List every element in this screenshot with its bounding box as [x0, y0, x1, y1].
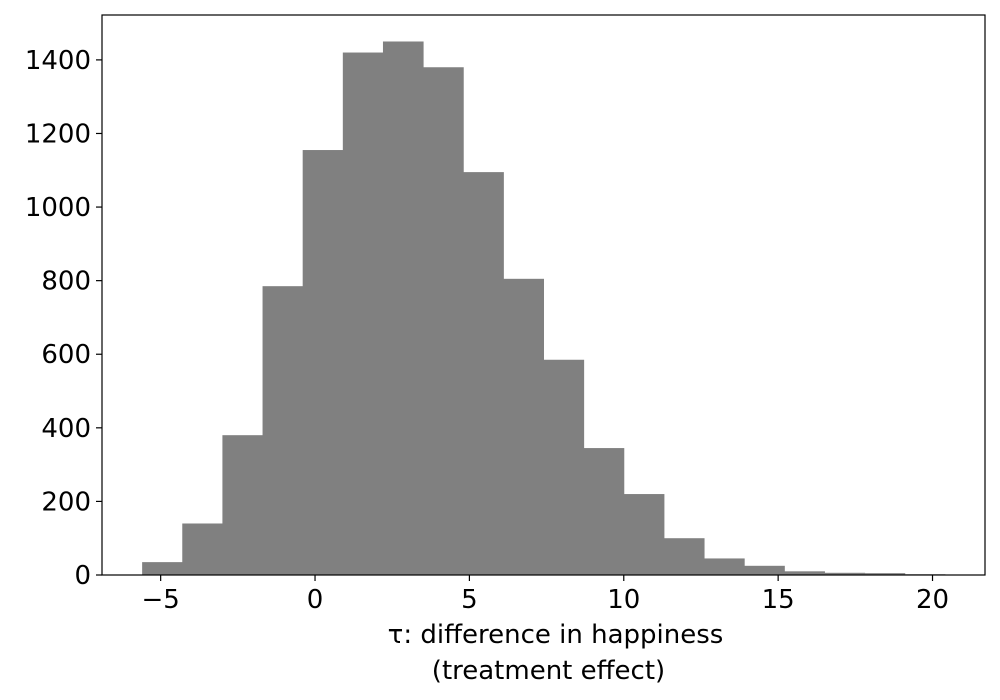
x-axis-label-line1: τ: difference in happiness: [388, 620, 724, 650]
histogram-bar: [342, 52, 384, 576]
x-tick-label: −5: [141, 585, 179, 615]
histogram-bar: [824, 572, 866, 575]
histogram-bar: [262, 286, 304, 575]
histogram-bar: [503, 278, 544, 575]
x-tick-label: 5: [461, 585, 478, 615]
x-axis-ticks: −5 0 5 10 15 20: [141, 575, 949, 615]
histogram-bar: [543, 359, 585, 575]
histogram-bar: [423, 67, 464, 575]
y-tick-label: 1400: [25, 46, 91, 76]
histogram-bars: [142, 41, 946, 576]
y-tick-label: 800: [41, 267, 91, 297]
y-tick-label: 0: [74, 561, 91, 591]
x-tick-label: 20: [916, 585, 949, 615]
histogram-bar: [864, 573, 906, 575]
y-tick-label: 1000: [25, 193, 91, 223]
y-tick-label: 600: [41, 340, 91, 370]
histogram-bar: [142, 562, 183, 575]
x-tick-label: 10: [607, 585, 640, 615]
histogram-bar: [623, 494, 665, 575]
y-tick-label: 400: [41, 414, 91, 444]
y-axis-ticks: 0 200 400 600 800 1000 1200 1400: [25, 46, 102, 591]
histogram-bar: [663, 538, 705, 575]
histogram-bar: [182, 523, 223, 575]
histogram-bar: [583, 448, 625, 575]
x-tick-label: 15: [762, 585, 795, 615]
y-tick-label: 200: [41, 487, 91, 517]
histogram-bar: [382, 41, 424, 576]
x-tick-label: 0: [307, 585, 324, 615]
histogram-bar: [463, 172, 504, 575]
x-axis-label-line2: (treatment effect): [432, 656, 665, 686]
histogram-bar: [704, 558, 745, 575]
histogram-bar: [744, 565, 785, 575]
histogram-bar: [222, 435, 264, 575]
plot-frame: [101, 14, 986, 576]
histogram-bar: [302, 150, 344, 576]
y-tick-label: 1200: [25, 119, 91, 149]
histogram-bar: [784, 571, 825, 575]
